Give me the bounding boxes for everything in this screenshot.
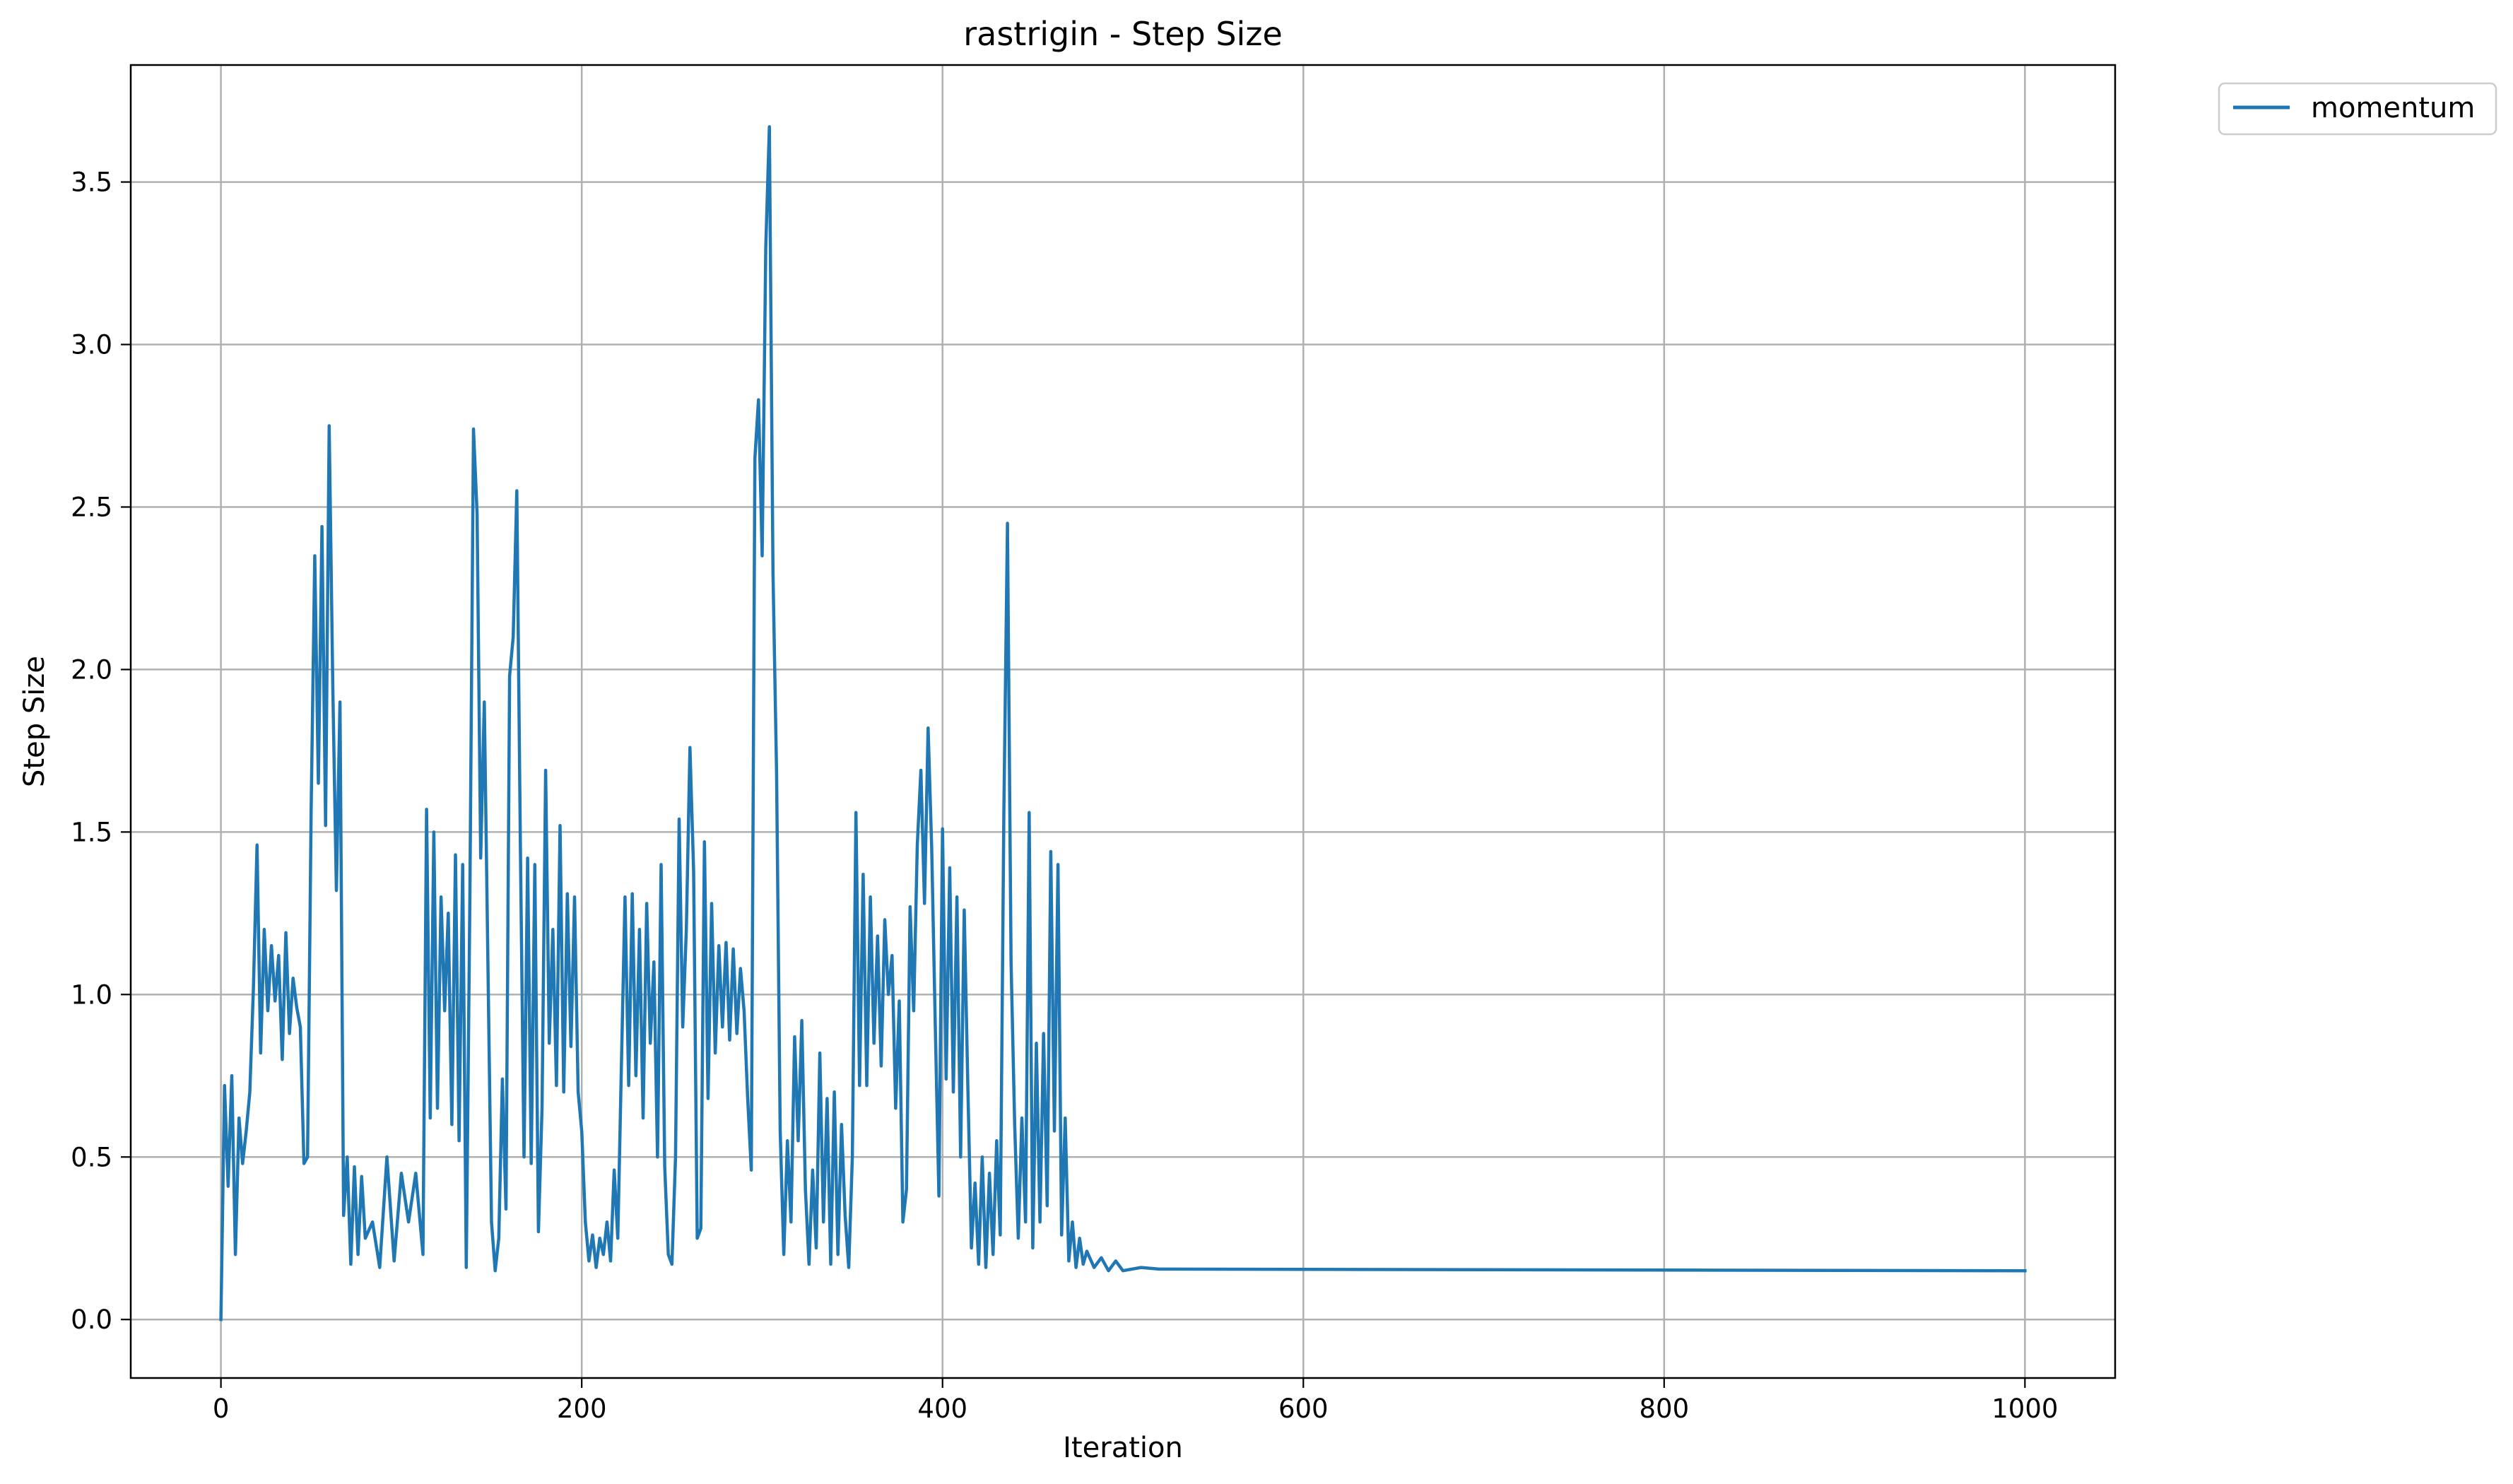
y-tick-label: 2.0 <box>71 654 112 685</box>
x-tick-label: 200 <box>557 1394 607 1424</box>
y-axis-label: Step Size <box>18 656 51 787</box>
plot-area <box>219 125 2027 1321</box>
y-tick-label: 0.5 <box>71 1142 112 1172</box>
series-line-momentum <box>219 125 2027 1321</box>
legend: momentum <box>2218 82 2497 136</box>
x-axis-label: Iteration <box>1063 1432 1183 1464</box>
y-tick-label: 3.5 <box>71 167 112 198</box>
x-tick-label: 0 <box>213 1394 230 1424</box>
y-tick-label: 3.0 <box>71 330 112 360</box>
legend-box <box>2218 82 2497 136</box>
x-tick-label: 600 <box>1278 1394 1329 1424</box>
y-tick-label: 0.0 <box>71 1305 112 1335</box>
grid <box>131 65 2115 1378</box>
axis-ticks: 0 200 400 600 800 1000 0.0 0.5 1.0 1.5 2.0 2.5 3.0 3.… <box>71 167 2058 1424</box>
y-tick-label: 2.5 <box>71 492 112 522</box>
axes-frame <box>129 64 2117 1379</box>
x-tick-label: 1000 <box>1991 1394 2058 1424</box>
x-tick-label: 800 <box>1640 1394 1690 1424</box>
chart-title: rastrigin - Step Size <box>963 15 1283 53</box>
legend-label-momentum: momentum <box>2311 92 2475 124</box>
y-tick-label: 1.5 <box>71 817 112 847</box>
y-tick-label: 1.0 <box>71 979 112 1010</box>
x-tick-label: 400 <box>917 1394 967 1424</box>
